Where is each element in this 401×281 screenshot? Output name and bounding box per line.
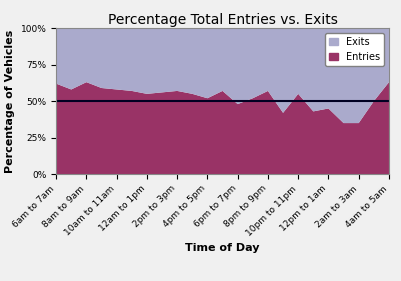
Y-axis label: Percentage of Vehicles: Percentage of Vehicles: [5, 30, 15, 173]
X-axis label: Time of Day: Time of Day: [185, 243, 260, 253]
Legend: Exits, Entries: Exits, Entries: [325, 33, 384, 65]
Title: Percentage Total Entries vs. Exits: Percentage Total Entries vs. Exits: [107, 13, 338, 27]
